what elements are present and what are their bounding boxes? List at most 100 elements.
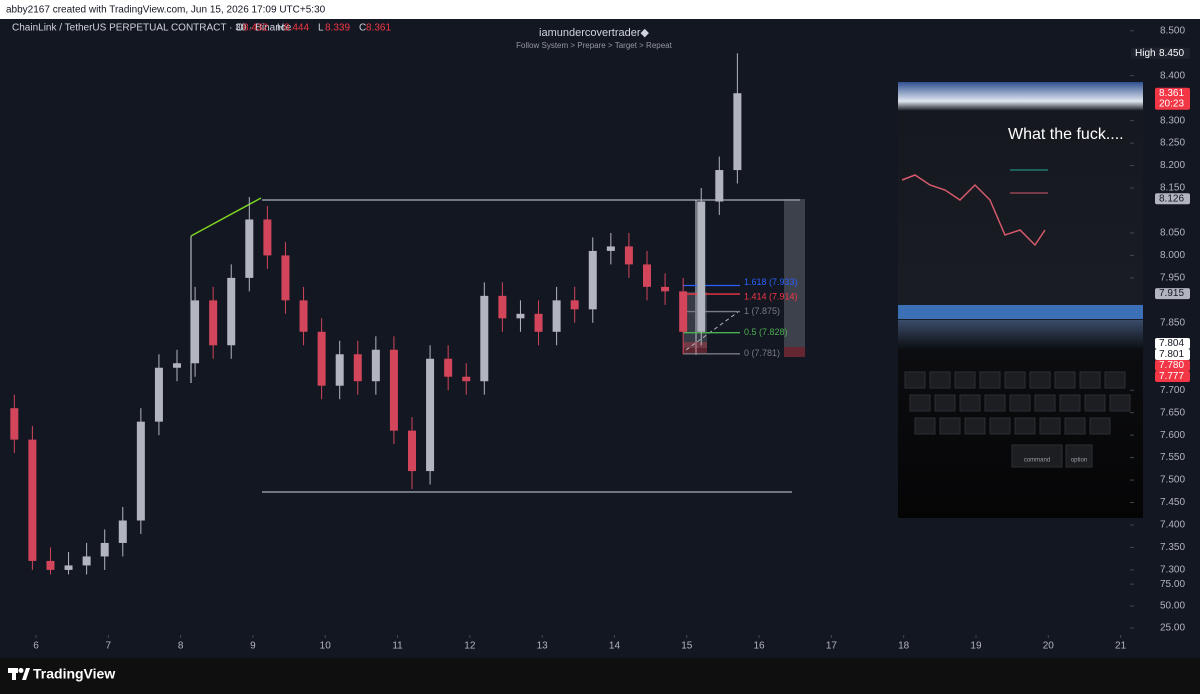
- ohlc-value: 8.444: [284, 23, 309, 34]
- y-tick-label: 8.300: [1160, 115, 1185, 126]
- candle-body: [118, 520, 127, 543]
- x-tick-label: 13: [537, 641, 549, 652]
- price-badge: [1155, 370, 1190, 382]
- x-tick-label: 21: [1115, 641, 1127, 652]
- x-tick-label: 20: [1043, 641, 1055, 652]
- candle-body: [245, 219, 254, 278]
- brand-logo: [8, 668, 30, 680]
- candle-body: [679, 291, 688, 332]
- key-label: option: [1071, 458, 1087, 464]
- x-tick-label: 15: [681, 641, 693, 652]
- candle-body: [715, 170, 724, 202]
- candle-body: [209, 300, 218, 346]
- y-tick-label: 7.600: [1160, 430, 1185, 441]
- y-tick-label: 8.150: [1160, 183, 1185, 194]
- candle-body: [173, 363, 182, 368]
- price-badge-label: 7.915: [1159, 288, 1184, 299]
- y-tick-label: 7.850: [1160, 317, 1185, 328]
- price-badge-label: 8.361: [1159, 88, 1184, 99]
- x-tick-label: 14: [609, 641, 621, 652]
- candle-body: [733, 93, 742, 171]
- y-tick-label: 8.050: [1160, 228, 1185, 239]
- candle-body: [408, 430, 417, 472]
- y-tick-label: 8.000: [1160, 250, 1185, 261]
- credit-bar: [0, 0, 1200, 19]
- watermark-author: iamundercovertrader◆: [539, 27, 649, 39]
- price-badge: [1131, 47, 1190, 59]
- y-tick-label: 7.700: [1160, 385, 1185, 396]
- candle-body: [697, 201, 706, 332]
- candle-body: [263, 219, 272, 256]
- candle-body: [552, 300, 561, 332]
- fib-label: 1.414 (7.914): [744, 291, 798, 301]
- y2-tick-label: 50.00: [1160, 601, 1185, 612]
- candle-body: [191, 300, 200, 364]
- candle-body: [100, 542, 109, 557]
- candle-body: [281, 255, 290, 301]
- y-tick-label: 8.500: [1160, 25, 1185, 36]
- candle-body: [353, 354, 362, 382]
- price-badge-tag: High: [1135, 48, 1156, 59]
- ohlc-value: 8.432: [243, 23, 268, 34]
- candle-body: [371, 349, 380, 382]
- y-tick-label: 7.400: [1160, 520, 1185, 531]
- price-badge-label: 7.780: [1159, 360, 1184, 371]
- y-tick-label: 8.400: [1160, 70, 1185, 81]
- x-tick-label: 9: [250, 641, 256, 652]
- y-tick-label: 7.350: [1160, 542, 1185, 553]
- credit: abby2167 created with TradingView.com, J…: [6, 5, 326, 16]
- candle-body: [444, 358, 453, 377]
- price-badge-label: 7.777: [1159, 371, 1184, 382]
- x-tick-label: 6: [33, 641, 39, 652]
- candle-body: [28, 439, 37, 561]
- y2-tick-label: 25.00: [1160, 623, 1185, 634]
- y-tick-label: 7.950: [1160, 273, 1185, 284]
- y-tick-label: 7.550: [1160, 452, 1185, 463]
- price-badge: [1155, 193, 1190, 205]
- candle-body: [136, 421, 145, 521]
- candle-body: [588, 250, 597, 310]
- candle-body: [46, 560, 55, 570]
- price-badge-label: 7.804: [1159, 338, 1184, 349]
- y-tick-label: 7.500: [1160, 475, 1185, 486]
- price-badge: [1155, 348, 1190, 360]
- candle-body: [426, 358, 435, 472]
- candle-body: [299, 300, 308, 332]
- symbol-title: ChainLink / TetherUS PERPETUAL CONTRACT …: [12, 23, 292, 34]
- watermark-tagline: Follow System > Prepare > Target > Repea…: [516, 41, 672, 50]
- candle-body: [154, 367, 163, 422]
- key-label: command: [1024, 458, 1050, 464]
- price-badge: [1155, 288, 1190, 300]
- fib-label: 1.618 (7.933): [744, 277, 798, 287]
- fib-label: 1 (7.875): [744, 306, 780, 316]
- candle-body: [534, 313, 543, 332]
- candle-body: [661, 286, 670, 292]
- x-tick-label: 18: [898, 641, 910, 652]
- y2-tick-label: 75.00: [1160, 579, 1185, 590]
- price-badge-label: 7.801: [1159, 349, 1184, 360]
- inset-photo: [898, 82, 1143, 518]
- x-tick-label: 17: [826, 641, 838, 652]
- candle-body: [389, 349, 398, 431]
- x-tick-label: 10: [320, 641, 332, 652]
- candle-body: [317, 331, 326, 386]
- ohlc-key: L: [318, 23, 324, 34]
- x-tick-label: 11: [392, 641, 403, 652]
- fib-label: 0 (7.781): [744, 348, 780, 358]
- x-tick-label: 19: [970, 641, 982, 652]
- y-tick-label: 8.250: [1160, 138, 1185, 149]
- footer: [0, 658, 1200, 694]
- y-tick-label: 7.300: [1160, 565, 1185, 576]
- candle-body: [10, 408, 19, 440]
- candle-body: [335, 354, 344, 386]
- x-tick-label: 16: [754, 641, 766, 652]
- ohlc-key: O: [236, 23, 244, 34]
- y-tick-label: 7.450: [1160, 497, 1185, 508]
- price-badge-sub: 20:23: [1159, 98, 1184, 109]
- y-tick-label: 7.650: [1160, 407, 1185, 418]
- price-badge: [1155, 87, 1190, 110]
- x-tick-label: 7: [106, 641, 112, 652]
- candle-body: [64, 565, 73, 570]
- candle-body: [82, 556, 91, 566]
